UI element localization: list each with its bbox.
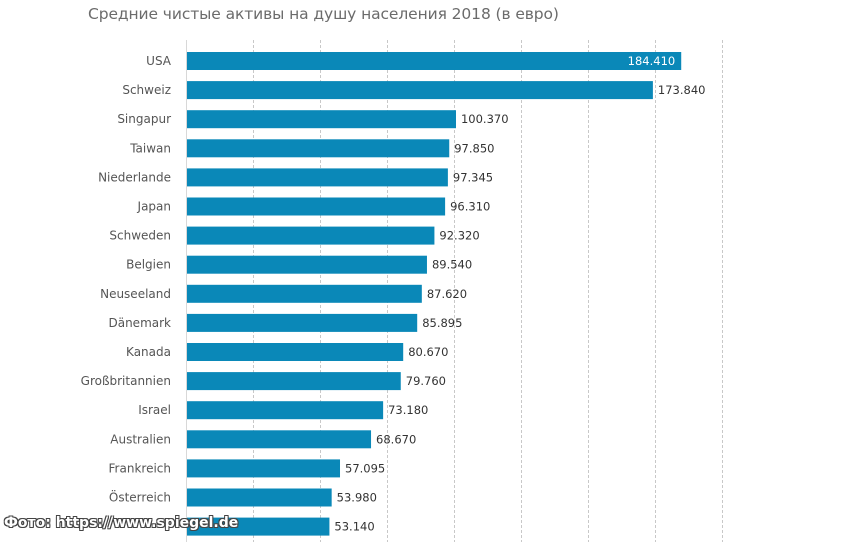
bar [187,488,332,507]
bar [187,255,427,274]
category-label: Frankreich [109,461,171,475]
photo-credit: Фото: https://www.spiegel.de [4,515,239,531]
value-label: 79.760 [406,374,446,388]
bar [187,517,330,536]
value-label: 53.140 [334,520,374,534]
bars [187,52,682,536]
value-label: 80.670 [408,345,448,359]
bar [187,168,448,187]
value-label: 173.840 [658,83,706,97]
value-label: 73.180 [388,403,428,417]
value-label: 97.345 [453,170,493,184]
bar [187,52,682,70]
value-label: 92.320 [439,229,479,243]
bar [187,401,384,420]
bar [187,197,446,216]
bar [187,372,401,391]
category-label: Österreich [109,489,171,505]
category-label: USA [146,54,172,68]
category-label: Israel [138,403,171,417]
category-label: Großbritannien [81,374,171,388]
category-label: Schweiz [122,83,171,97]
value-label: 53.980 [337,491,377,505]
value-label: 89.540 [432,258,472,272]
category-label: Australien [110,432,171,446]
value-label: 100.370 [461,112,509,126]
value-label: 57.095 [345,461,385,475]
labels: USA 184.410 Schweiz 173.840 Singapur 100.370 T… [81,54,706,534]
value-label: 87.620 [427,287,467,301]
bar [187,139,450,158]
value-label: 68.670 [376,432,416,446]
bar [187,459,341,478]
category-label: Niederlande [98,170,171,184]
category-label: Belgien [126,258,171,272]
bar [187,313,418,332]
category-label: Neuseeland [100,287,171,301]
bar [187,430,372,449]
value-label: 96.310 [450,200,490,214]
category-label: Taiwan [129,141,171,155]
category-label: Dänemark [108,316,171,330]
value-label: 97.850 [454,141,494,155]
value-label: 184.410 [628,54,676,68]
bar [187,81,653,100]
bar [187,343,404,361]
category-label: Japan [137,200,171,214]
bar [187,284,422,303]
category-label: Kanada [126,345,171,359]
value-label: 85.895 [422,316,462,330]
bar [187,110,456,129]
category-label: Schweden [109,229,171,243]
category-label: Singapur [117,112,171,126]
chart-title: Средние чистые активы на душу населения … [88,5,559,23]
bar [187,226,435,245]
